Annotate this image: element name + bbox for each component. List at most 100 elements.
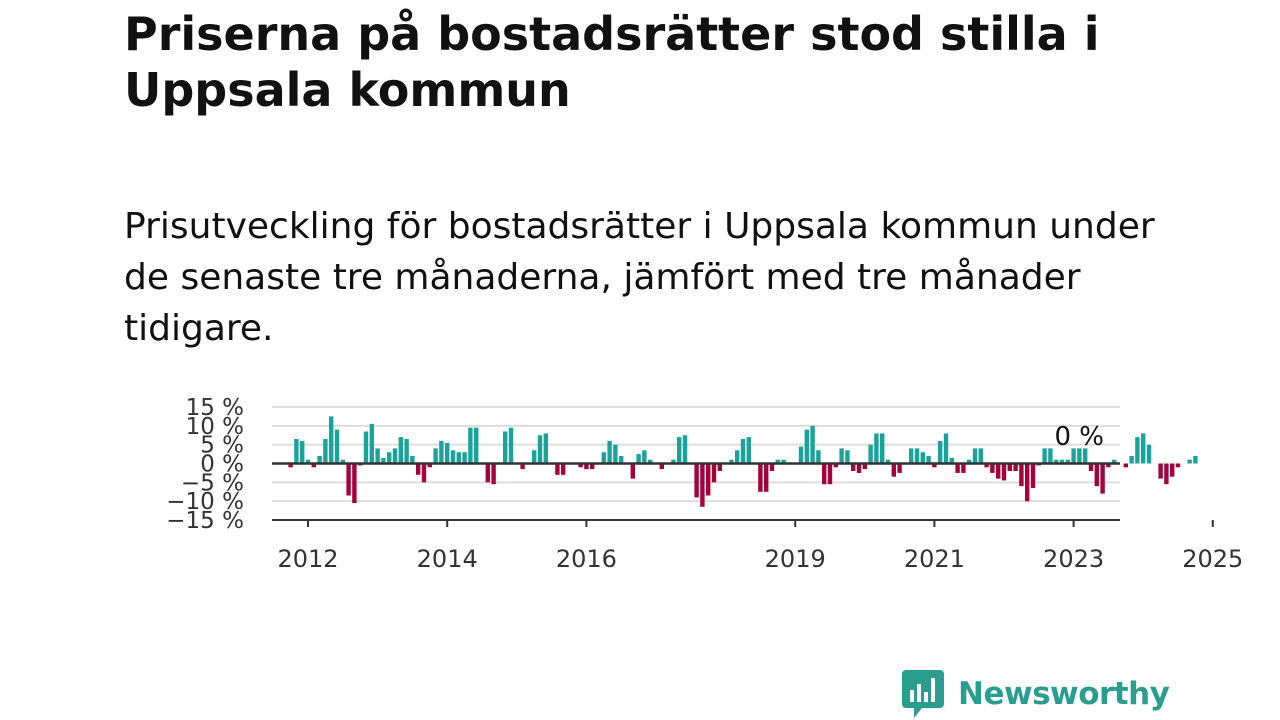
bar bbox=[619, 456, 624, 464]
bar bbox=[311, 463, 316, 468]
bar bbox=[485, 463, 490, 483]
bar bbox=[468, 427, 473, 464]
bar bbox=[1042, 448, 1047, 464]
bar bbox=[949, 457, 954, 464]
bar bbox=[932, 463, 937, 468]
bar bbox=[729, 459, 734, 464]
bar bbox=[294, 439, 299, 464]
bar bbox=[642, 450, 647, 464]
bar-chart-speech-bubble-icon bbox=[902, 670, 944, 718]
x-axis: 2012 2014 2016 2019 2021 2023 2025 bbox=[272, 519, 1243, 573]
bar bbox=[938, 440, 943, 464]
bar bbox=[1175, 463, 1181, 468]
bar bbox=[740, 439, 746, 464]
bar bbox=[445, 442, 450, 464]
bar bbox=[764, 463, 769, 492]
bar bbox=[798, 446, 804, 464]
bar bbox=[416, 463, 421, 475]
bar bbox=[340, 459, 345, 464]
brand-name: Newsworthy bbox=[958, 676, 1170, 712]
bar bbox=[682, 435, 688, 464]
bar bbox=[909, 448, 914, 464]
bar bbox=[439, 440, 444, 464]
latest-value-annotation: 0 % bbox=[1054, 422, 1104, 452]
y-tick-label: 5 % bbox=[200, 433, 244, 459]
x-tick-label: 2014 bbox=[417, 545, 478, 573]
bar bbox=[827, 463, 833, 485]
x-tick-label: 2023 bbox=[1043, 545, 1104, 573]
x-tick-label: 2021 bbox=[904, 545, 965, 573]
bar bbox=[305, 459, 311, 464]
bar bbox=[885, 459, 891, 464]
bar bbox=[1100, 463, 1105, 494]
bar bbox=[897, 463, 902, 473]
bar bbox=[329, 416, 334, 464]
chart-title: Priserna på bostadsrätter stod stilla i … bbox=[124, 7, 1100, 117]
bar bbox=[404, 439, 409, 464]
bar bbox=[381, 457, 386, 464]
y-tick-label: −10 % bbox=[166, 489, 244, 515]
bar bbox=[1123, 463, 1128, 468]
bar bbox=[1088, 463, 1094, 471]
bar bbox=[700, 463, 705, 507]
bar bbox=[537, 435, 543, 464]
y-tick-label: 15 % bbox=[186, 395, 244, 421]
bar bbox=[1030, 463, 1036, 488]
bar bbox=[914, 448, 920, 464]
bar bbox=[758, 463, 763, 492]
bar bbox=[810, 425, 815, 464]
bar bbox=[1054, 459, 1059, 464]
bar bbox=[926, 456, 931, 464]
bar bbox=[636, 454, 641, 464]
bar bbox=[410, 456, 415, 464]
bar bbox=[1158, 463, 1163, 479]
bar bbox=[711, 463, 717, 483]
bar bbox=[334, 429, 340, 464]
bar bbox=[1019, 463, 1024, 487]
bar bbox=[984, 463, 989, 468]
x-tick-label: 2025 bbox=[1182, 545, 1243, 573]
bar bbox=[1129, 456, 1134, 464]
bar bbox=[503, 431, 508, 464]
bar bbox=[323, 439, 328, 464]
bar bbox=[851, 463, 856, 471]
bar bbox=[862, 463, 867, 470]
bar bbox=[1193, 456, 1198, 464]
bar bbox=[1013, 463, 1018, 471]
bar bbox=[392, 448, 398, 464]
bar bbox=[474, 427, 479, 464]
bar bbox=[1146, 444, 1152, 464]
bar bbox=[288, 463, 293, 468]
bar bbox=[978, 448, 983, 464]
bar bbox=[387, 452, 392, 464]
bar bbox=[1007, 463, 1012, 471]
bar bbox=[421, 463, 427, 483]
bar bbox=[804, 429, 809, 464]
bar bbox=[601, 452, 606, 464]
y-tick-label: −5 % bbox=[181, 470, 244, 496]
bar bbox=[1065, 459, 1070, 464]
bar bbox=[433, 448, 438, 464]
bar bbox=[1025, 463, 1030, 502]
bar bbox=[775, 459, 780, 464]
bar bbox=[990, 463, 995, 473]
x-tick-label: 2012 bbox=[277, 545, 338, 573]
bar bbox=[856, 463, 862, 473]
bar bbox=[363, 431, 369, 464]
bar bbox=[677, 437, 682, 464]
bar-series bbox=[272, 416, 1198, 507]
bar bbox=[300, 440, 305, 464]
bar bbox=[822, 463, 827, 485]
bar bbox=[532, 450, 537, 464]
bar bbox=[967, 459, 972, 464]
bar bbox=[706, 463, 711, 496]
bar bbox=[1170, 463, 1175, 477]
bar bbox=[555, 463, 560, 475]
x-tick-label: 2019 bbox=[765, 545, 826, 573]
bar bbox=[816, 450, 821, 464]
bar bbox=[868, 444, 873, 464]
bar bbox=[398, 437, 403, 464]
bar bbox=[590, 463, 595, 470]
x-tick-label: 2016 bbox=[556, 545, 617, 573]
bar bbox=[845, 450, 850, 464]
